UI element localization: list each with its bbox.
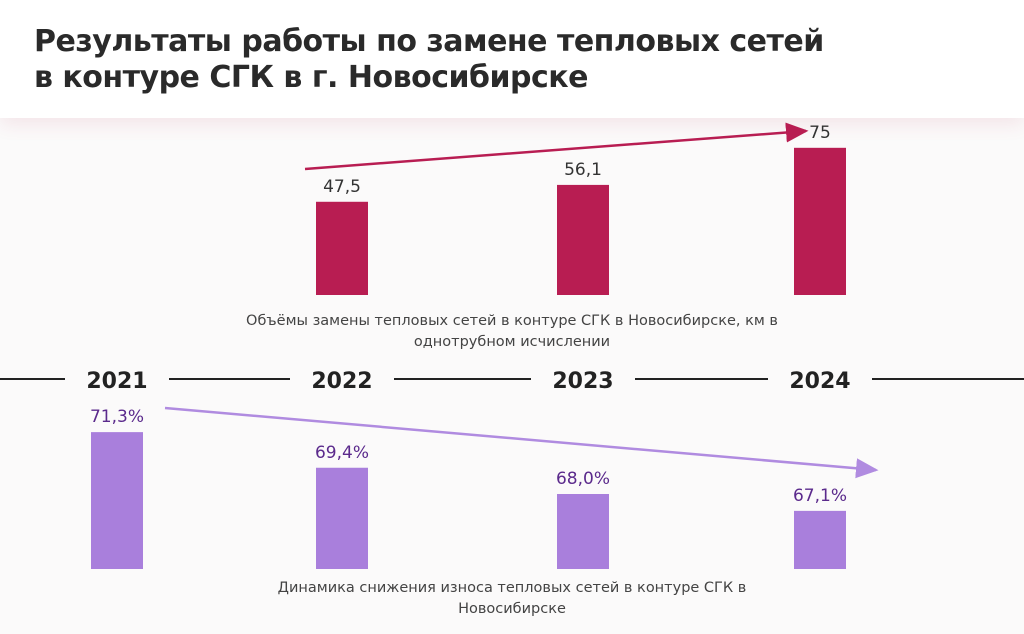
trend-arrow: [164, 406, 879, 479]
title-line: Результаты работы по замене тепловых сет…: [34, 24, 824, 59]
x-tick-label: 2022: [311, 369, 372, 394]
value-label: 56,1: [564, 160, 602, 180]
value-label: 71,3%: [90, 407, 144, 427]
label-bg: [531, 364, 635, 394]
bar: [91, 432, 143, 569]
x-tick-label: 2023: [552, 369, 613, 394]
value-label: 47,5: [323, 177, 361, 197]
title-line: в контуре СГК в г. Новосибирске: [34, 60, 588, 95]
value-label: 75: [809, 123, 831, 143]
value-label: 69,4%: [315, 443, 369, 463]
bar: [794, 147, 846, 295]
label-bg: [290, 364, 394, 394]
bar: [794, 510, 846, 569]
bar: [557, 184, 609, 295]
bar: [316, 201, 368, 295]
trend-arrow: [304, 122, 809, 171]
x-tick-label: 2024: [789, 369, 850, 394]
series-caption: Объёмы замены тепловых сетей в контуре С…: [246, 313, 778, 350]
label-bg: [768, 364, 872, 394]
value-label: 68,0%: [556, 469, 610, 489]
bar: [316, 467, 368, 569]
label-bg: [65, 364, 169, 394]
series-caption: Динамика снижения износа тепловых сетей …: [277, 580, 747, 617]
bar: [557, 494, 609, 569]
header: Результаты работы по замене тепловых сет…: [0, 0, 1024, 118]
x-tick-label: 2021: [86, 369, 147, 394]
value-label: 67,1%: [793, 486, 847, 506]
